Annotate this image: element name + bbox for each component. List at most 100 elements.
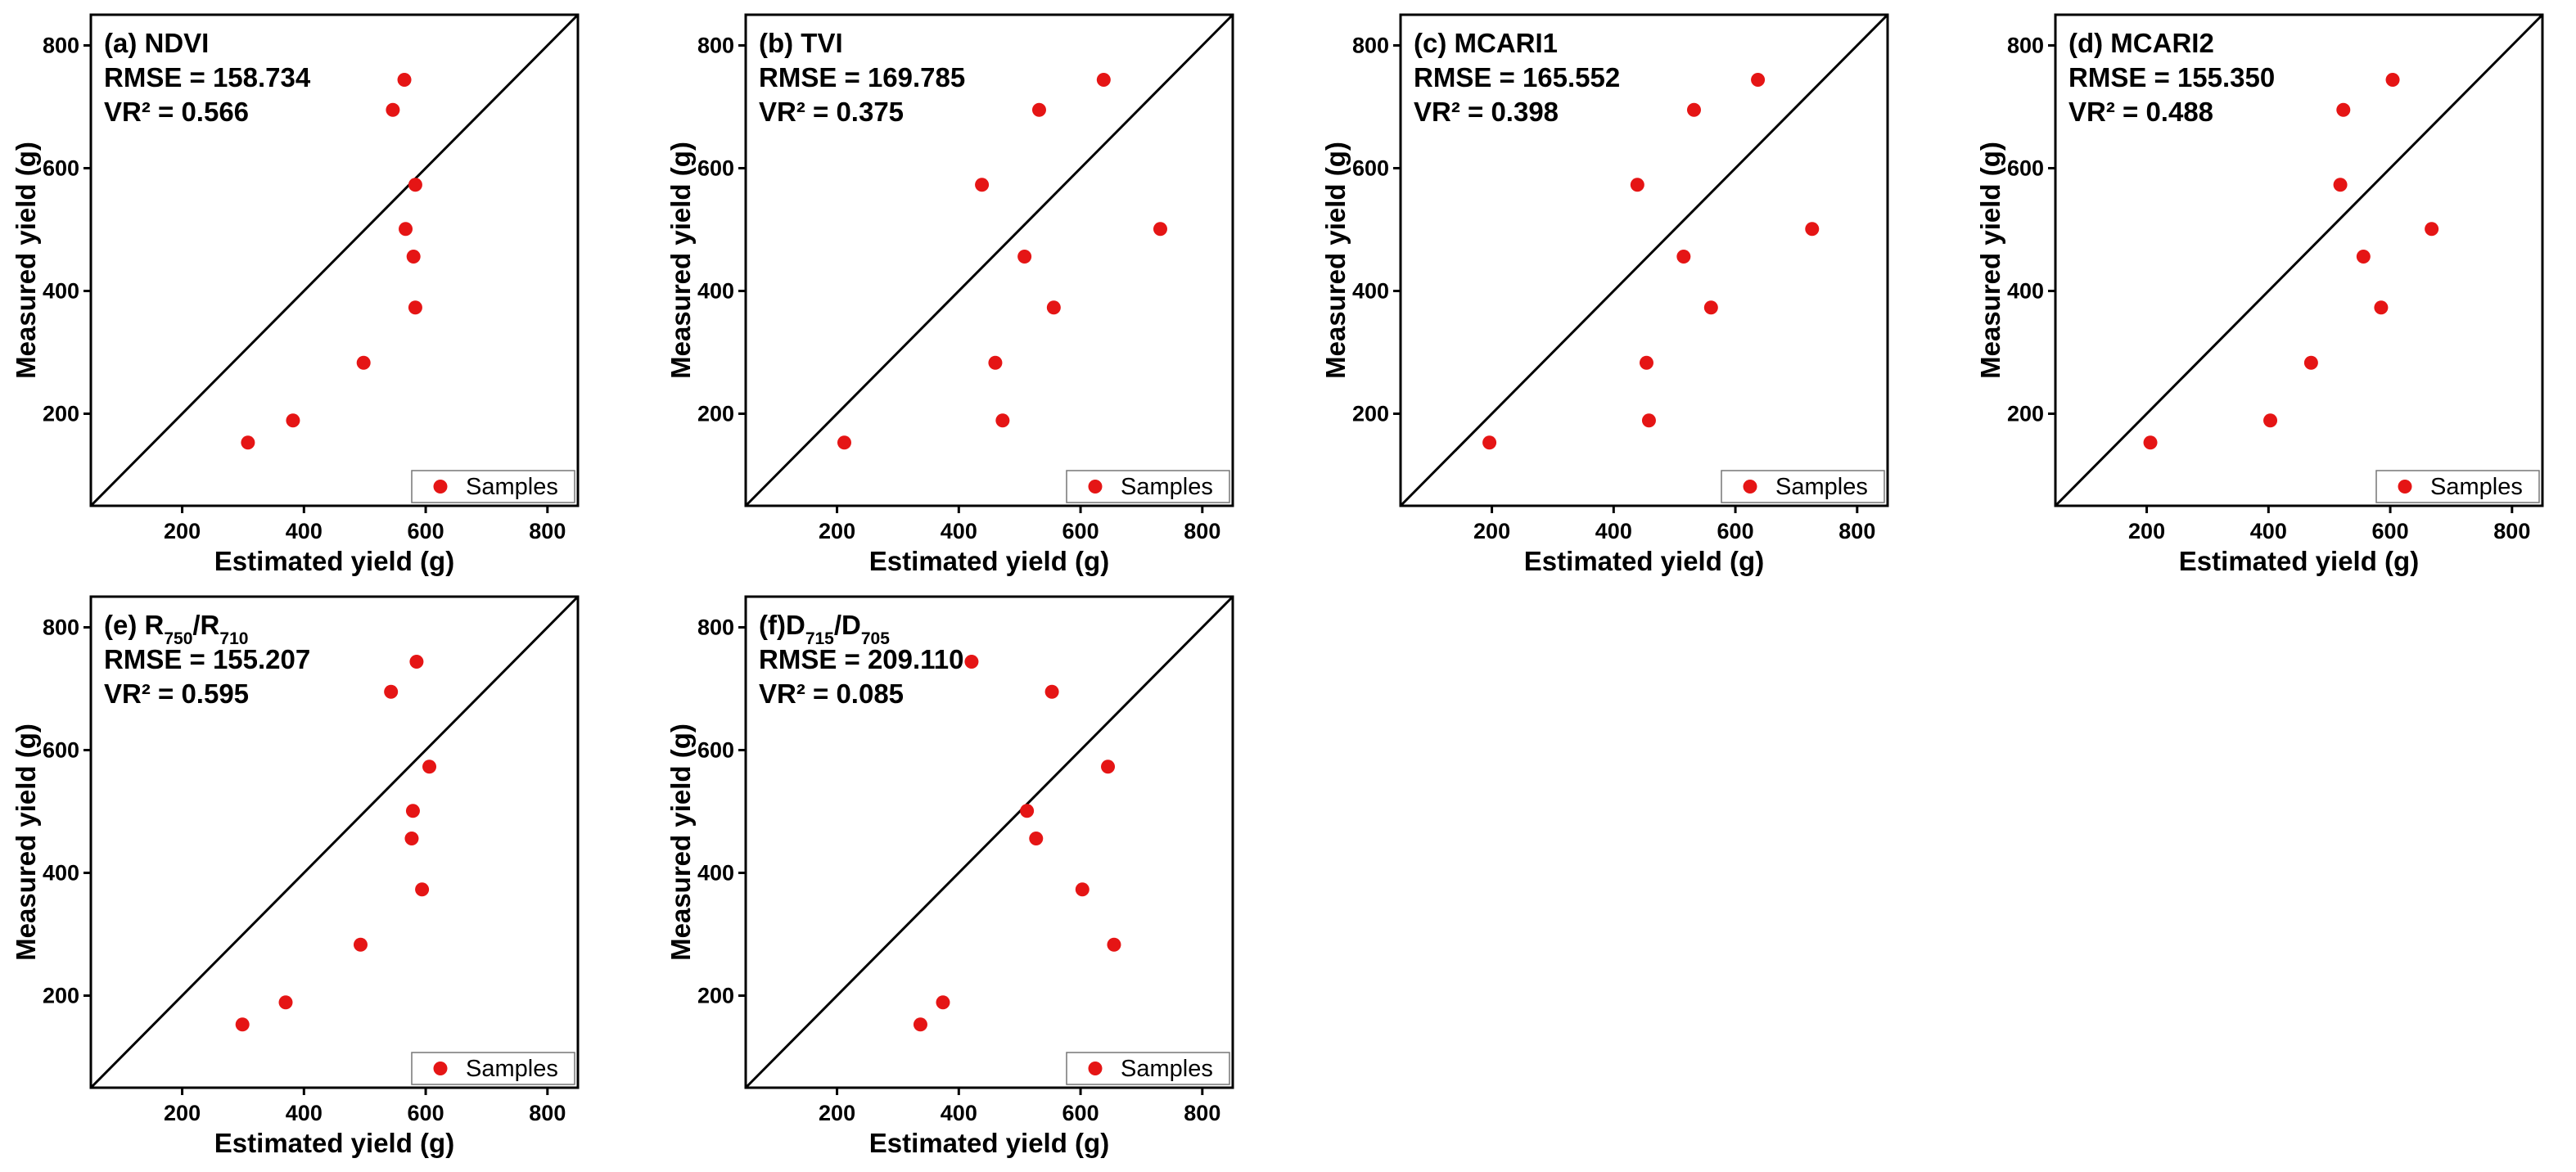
sample-point (1031, 102, 1046, 117)
legend-label: Samples (466, 474, 558, 500)
x-axis-title: Estimated yield (g) (214, 1128, 454, 1158)
y-tick-label: 200 (697, 984, 734, 1008)
x-tick-label: 400 (2250, 519, 2287, 543)
legend: Samples (1721, 470, 1885, 503)
sample-point (1805, 222, 1820, 237)
x-tick-label: 600 (408, 1101, 444, 1125)
plot-frame (89, 595, 580, 1089)
y-tick-label: 200 (697, 402, 734, 426)
sample-point (2374, 300, 2389, 315)
sample-point (1020, 804, 1035, 818)
y-tick-label: 600 (43, 156, 79, 181)
x-tick-label: 800 (2493, 519, 2530, 543)
sample-point (1686, 102, 1701, 117)
legend: Samples (2375, 470, 2540, 503)
y-tick-label: 600 (43, 738, 79, 763)
x-tick-label: 600 (1062, 1101, 1099, 1125)
sample-point (1630, 178, 1644, 192)
sample-point (2263, 413, 2278, 428)
x-axis-title: Estimated yield (g) (2179, 546, 2419, 576)
plot-frame (1399, 13, 1889, 507)
legend: Samples (1066, 1052, 1230, 1085)
x-axis-title: Estimated yield (g) (869, 1128, 1109, 1158)
sample-point (1751, 73, 1766, 87)
sample-point (422, 760, 437, 774)
panel-title: (b) TVI (759, 28, 843, 58)
sample-point (1703, 300, 1718, 315)
sample-point (384, 684, 399, 699)
x-tick-label: 800 (1184, 519, 1220, 543)
x-axis-title: Estimated yield (g) (869, 546, 1109, 576)
sample-point (988, 355, 1003, 370)
plot-frame (744, 595, 1234, 1089)
sample-point (404, 832, 419, 845)
sample-point (1482, 435, 1497, 450)
sample-point (1676, 250, 1691, 264)
rmse-annotation: RMSE = 155.207 (104, 644, 310, 674)
y-tick-label: 200 (43, 984, 79, 1008)
legend-marker (1088, 480, 1103, 494)
legend-label: Samples (1121, 1056, 1213, 1082)
sample-point (1101, 760, 1116, 774)
vr2-annotation: VR² = 0.085 (759, 678, 904, 709)
panel-title: (d) MCARI2 (2068, 28, 2214, 58)
rmse-annotation: RMSE = 158.734 (104, 62, 311, 92)
y-tick-label: 800 (43, 615, 79, 640)
y-tick-label: 400 (1352, 279, 1389, 304)
x-tick-label: 800 (529, 519, 566, 543)
x-axis-title: Estimated yield (g) (214, 546, 454, 576)
x-tick-label: 200 (819, 519, 855, 543)
legend: Samples (411, 470, 575, 503)
y-axis-title: Measured yield (g) (1320, 142, 1351, 379)
one-to-one-line (744, 595, 1234, 1089)
sample-point (397, 73, 412, 87)
x-tick-label: 600 (1062, 519, 1099, 543)
y-tick-label: 600 (2007, 156, 2044, 181)
sample-point (837, 435, 851, 450)
legend: Samples (411, 1052, 575, 1085)
panel-e: 200 400 600 800 200 400 600 800 Estimated yield … (11, 595, 580, 1158)
y-tick-label: 800 (1352, 34, 1389, 58)
sample-point (1153, 222, 1167, 237)
y-tick-label: 600 (1352, 156, 1389, 181)
sample-point (1107, 937, 1121, 952)
y-axis-title: Measured yield (g) (1975, 142, 2005, 379)
vr2-annotation: VR² = 0.595 (104, 678, 249, 709)
sample-point (1641, 413, 1656, 428)
legend-box (411, 470, 575, 503)
vr2-annotation: VR² = 0.375 (759, 97, 904, 127)
plot-frame (89, 13, 580, 507)
x-tick-label: 200 (164, 1101, 201, 1125)
sample-point (408, 178, 422, 192)
sample-point (399, 222, 413, 237)
y-tick-label: 600 (697, 738, 734, 763)
y-tick-label: 200 (2007, 402, 2044, 426)
x-tick-label: 200 (2128, 519, 2165, 543)
panel-d: 200 400 600 800 200 400 600 800 Estimated yield … (1975, 13, 2544, 576)
y-tick-label: 400 (43, 279, 79, 304)
sample-point (408, 300, 422, 315)
panel-c: 200 400 600 800 200 400 600 800 Estimated yield … (1320, 13, 1889, 576)
sample-point (936, 995, 950, 1010)
sample-point (2143, 435, 2158, 450)
y-tick-label: 800 (697, 615, 734, 640)
one-to-one-line (89, 13, 580, 507)
x-tick-label: 400 (286, 1101, 323, 1125)
x-tick-label: 200 (819, 1101, 855, 1125)
vr2-annotation: VR² = 0.488 (2068, 97, 2213, 127)
sample-point (1017, 250, 1032, 264)
sample-point (405, 804, 420, 818)
x-tick-label: 600 (1717, 519, 1754, 543)
panel-a: 200 400 600 800 200 400 600 800 Estimated yield … (11, 13, 580, 576)
sample-point (1096, 73, 1111, 87)
y-axis-title: Measured yield (g) (665, 142, 696, 379)
x-tick-label: 800 (529, 1101, 566, 1125)
plot-frame (2054, 13, 2544, 507)
y-tick-label: 400 (43, 861, 79, 886)
x-tick-label: 400 (286, 519, 323, 543)
y-tick-label: 800 (43, 34, 79, 58)
x-tick-label: 400 (941, 519, 977, 543)
x-tick-label: 800 (1184, 1101, 1220, 1125)
x-tick-label: 800 (1838, 519, 1875, 543)
rmse-annotation: RMSE = 169.785 (759, 62, 965, 92)
